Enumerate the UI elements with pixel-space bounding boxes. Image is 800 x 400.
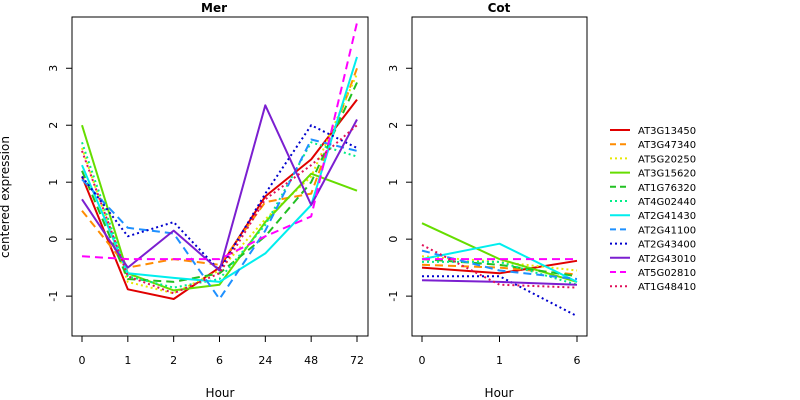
x-tick-label: 6	[574, 354, 581, 367]
legend-label-at2g43400: AT2G43400	[638, 240, 696, 251]
legend-label-at2g41100: AT2G41100	[638, 225, 696, 236]
legend-label-at5g20250: AT5G20250	[638, 154, 696, 165]
series-line-at3g47340	[81, 67, 358, 269]
x-tick-label: 24	[258, 354, 272, 367]
x-tick-label: 0	[79, 354, 86, 367]
y-tick-label: -1	[387, 291, 400, 302]
legend-label-at4g02440: AT4G02440	[638, 197, 696, 208]
y-tick-label: 2	[387, 122, 400, 129]
x-tick-label: 1	[496, 354, 503, 367]
y-tick-label: -1	[47, 291, 60, 302]
y-tick-label: 3	[387, 65, 400, 72]
x-tick-label: 48	[304, 354, 318, 367]
panel-cot-y-axis: -1 0 1 2 3	[387, 65, 413, 302]
series-line-at1g48410	[81, 124, 358, 295]
panel-cot-frame	[411, 16, 588, 337]
legend-label-at3g13450: AT3G13450	[638, 126, 696, 137]
legend-label-at3g47340: AT3G47340	[638, 140, 696, 151]
legend-label-at2g43010: AT2G43010	[638, 254, 696, 265]
series-line-at2g41100	[421, 249, 578, 280]
series-line-at2g41430	[421, 242, 578, 283]
x-tick-label: 0	[419, 354, 426, 367]
panel-mer-frame	[71, 16, 369, 337]
series-line-at2g43010	[81, 104, 358, 272]
series-line-at3g13450	[421, 259, 578, 275]
x-tick-label: 6	[216, 354, 223, 367]
y-tick-label: 1	[387, 179, 400, 186]
panel-cot: Cot 0 1 6 -1 0 1 2 3 Hour	[387, 1, 588, 400]
y-axis-label: centered expression	[0, 136, 12, 258]
panel-mer-y-axis: -1 0 1 2 3	[47, 65, 73, 302]
series-line-at3g15620	[421, 222, 578, 283]
legend: AT3G13450 AT3G47340 AT5G20250 AT3G15620 AT1G…	[610, 126, 696, 293]
series-line-at5g02810	[81, 22, 358, 261]
series-line-at1g76320	[81, 82, 358, 283]
series-line-at2g43010	[421, 279, 578, 286]
series-line-at4g02440	[81, 141, 358, 289]
y-tick-label: 1	[47, 179, 60, 186]
panel-cot-x-label: Hour	[485, 386, 514, 400]
legend-label-at1g48410: AT1G48410	[638, 282, 696, 293]
x-tick-label: 72	[350, 354, 364, 367]
panel-cot-x-axis: 0 1 6	[419, 335, 581, 367]
legend-label-at3g15620: AT3G15620	[638, 169, 696, 180]
y-tick-label: 0	[387, 236, 400, 243]
x-tick-label: 1	[124, 354, 131, 367]
legend-label-at1g76320: AT1G76320	[638, 183, 696, 194]
y-tick-label: 3	[47, 65, 60, 72]
panel-mer-title: Mer	[201, 1, 227, 15]
panel-cot-series	[421, 222, 578, 317]
panel-mer-x-label: Hour	[206, 386, 235, 400]
y-tick-label: 2	[47, 122, 60, 129]
series-line-at2g43400	[422, 275, 578, 317]
series-line-at2g41430	[81, 56, 358, 283]
x-tick-label: 2	[170, 354, 177, 367]
legend-label-at5g02810: AT5G02810	[638, 268, 696, 279]
legend-label-at2g41430: AT2G41430	[638, 211, 696, 222]
series-line-at5g20250	[81, 73, 358, 295]
panel-mer: Mer 0 1 2 6 24 48 72 -1 0 1 2 3 Hour centered expr…	[0, 1, 369, 400]
series-line-at2g41100	[81, 138, 358, 300]
panel-mer-series	[81, 22, 358, 300]
y-tick-label: 0	[47, 236, 60, 243]
panel-mer-x-axis: 0 1 2 6 24 48 72	[79, 335, 364, 367]
panel-cot-title: Cot	[488, 1, 511, 15]
